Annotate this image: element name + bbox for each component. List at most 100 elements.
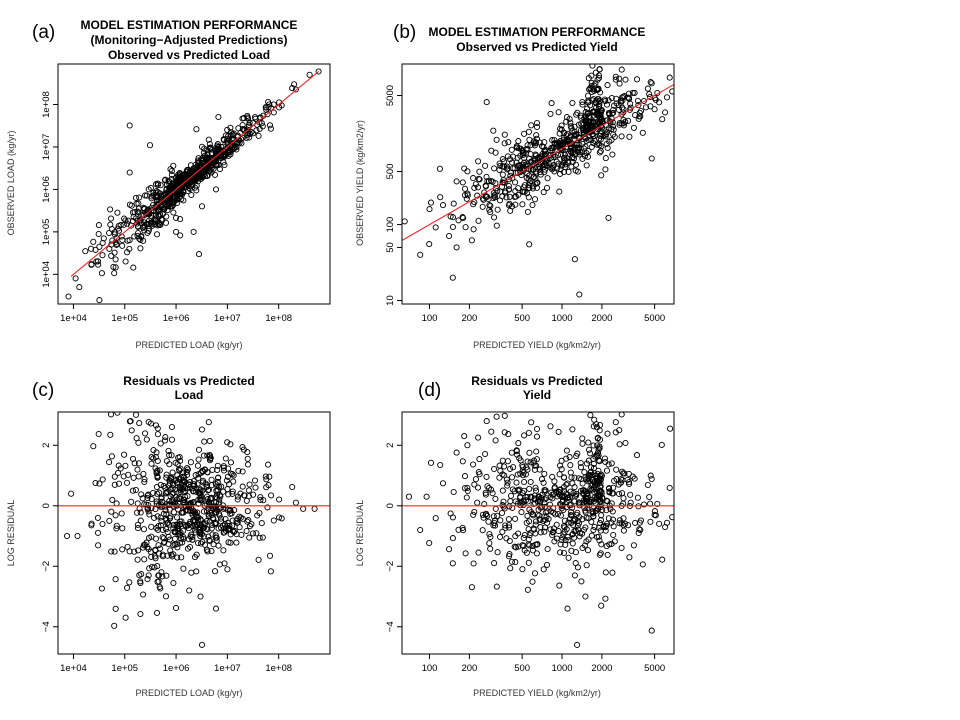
data-point xyxy=(659,556,666,563)
data-point xyxy=(107,221,114,228)
data-point xyxy=(508,146,515,153)
data-point xyxy=(505,182,512,190)
data-point xyxy=(244,112,251,119)
data-point xyxy=(141,222,148,229)
data-point xyxy=(598,143,605,150)
data-point xyxy=(499,457,506,464)
data-point xyxy=(590,510,597,517)
data-point xyxy=(503,476,510,483)
data-point xyxy=(558,122,565,129)
data-point xyxy=(121,215,128,222)
data-point xyxy=(494,187,501,195)
data-point xyxy=(582,509,589,516)
data-point xyxy=(166,506,173,513)
data-point xyxy=(197,486,204,493)
data-point xyxy=(239,121,246,129)
data-point xyxy=(163,190,170,197)
one-to-one-line xyxy=(402,83,674,241)
data-point xyxy=(545,515,552,523)
data-point xyxy=(315,68,322,75)
data-point xyxy=(590,526,597,534)
data-point xyxy=(153,422,160,429)
data-point xyxy=(537,529,544,536)
data-point xyxy=(588,79,595,86)
data-point xyxy=(96,297,103,304)
data-point xyxy=(111,481,118,488)
data-point xyxy=(229,517,236,524)
data-point xyxy=(423,493,430,500)
data-point xyxy=(276,496,283,503)
data-point xyxy=(162,593,170,600)
data-point xyxy=(568,125,575,132)
data-point xyxy=(218,483,225,490)
data-point xyxy=(494,512,501,519)
data-point xyxy=(106,459,113,466)
data-point xyxy=(634,494,641,501)
data-point xyxy=(626,480,633,488)
data-point xyxy=(289,85,296,92)
data-point xyxy=(565,150,572,157)
data-point xyxy=(568,508,575,516)
data-point xyxy=(111,473,118,480)
data-point xyxy=(217,493,224,500)
data-point xyxy=(544,508,551,515)
data-point xyxy=(590,513,597,520)
data-point xyxy=(520,542,527,550)
x-tick-label: 5000 xyxy=(644,313,665,324)
data-point xyxy=(604,551,611,558)
data-point xyxy=(651,106,658,113)
data-point xyxy=(449,535,456,542)
data-point xyxy=(169,553,176,560)
data-point xyxy=(654,500,661,507)
data-point xyxy=(220,547,227,554)
x-tick-label: 500 xyxy=(514,663,530,674)
data-point xyxy=(618,66,625,73)
data-point xyxy=(596,97,603,104)
y-tick-label: 0 xyxy=(41,503,52,508)
data-point xyxy=(625,522,632,529)
data-point xyxy=(513,448,520,455)
data-point xyxy=(529,547,536,554)
data-point xyxy=(531,462,538,469)
data-point xyxy=(152,189,159,196)
data-point xyxy=(572,549,579,556)
data-point xyxy=(216,145,223,152)
data-point xyxy=(172,477,179,484)
data-point xyxy=(648,80,655,87)
data-point xyxy=(197,517,205,524)
data-point xyxy=(262,473,269,480)
data-point xyxy=(506,193,513,200)
data-point xyxy=(211,171,219,178)
data-point xyxy=(561,517,568,524)
data-point xyxy=(494,549,501,556)
data-point xyxy=(239,444,246,451)
title-d-line-1: Residuals vs Predicted xyxy=(471,374,602,388)
data-point xyxy=(100,235,107,242)
x-axis-label-c: PREDICTED LOAD (kg/yr) xyxy=(135,688,242,698)
data-point xyxy=(151,514,158,521)
data-point xyxy=(476,456,483,463)
data-point xyxy=(229,488,236,495)
data-point xyxy=(189,176,196,183)
data-point xyxy=(108,453,115,460)
data-point xyxy=(189,517,196,524)
data-point xyxy=(134,466,141,473)
title-a-line-2: (Monitoring−Adjusted Predictions) xyxy=(91,33,288,47)
data-point xyxy=(190,488,197,495)
data-point xyxy=(462,224,469,231)
plot-frame xyxy=(401,63,675,305)
data-point xyxy=(193,568,200,575)
data-point xyxy=(570,489,577,496)
data-point xyxy=(168,452,175,459)
data-point xyxy=(178,554,185,561)
data-point xyxy=(543,160,550,167)
data-point xyxy=(485,484,493,492)
data-point xyxy=(511,488,518,495)
y-tick-label: 2 xyxy=(385,443,396,448)
data-point xyxy=(205,136,212,143)
data-point xyxy=(197,540,204,547)
data-point xyxy=(533,541,541,548)
panel-b: (b) MODEL ESTIMATION PERFORMANCE Observe… xyxy=(355,22,675,350)
data-point xyxy=(618,133,625,140)
data-point xyxy=(129,487,136,494)
